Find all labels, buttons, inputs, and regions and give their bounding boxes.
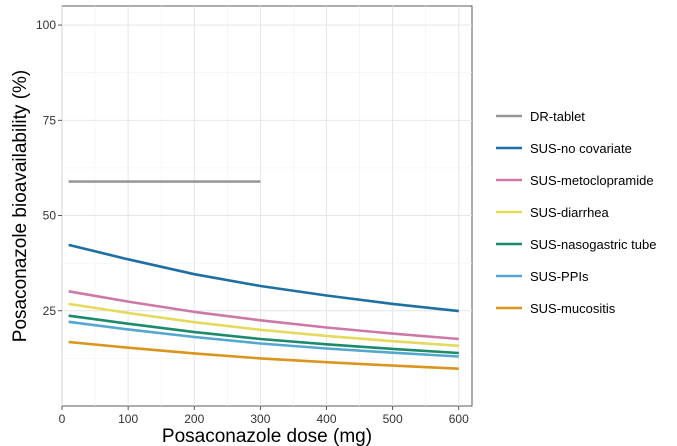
x-tick-label: 300 — [250, 412, 270, 426]
x-axis-title: Posaconazole dose (mg) — [162, 426, 372, 446]
series-line — [68, 314, 459, 355]
y-tick-label: 50 — [43, 209, 57, 223]
legend-label: SUS-metoclopramide — [530, 173, 654, 188]
y-axis-title: Posaconazole bioavailability (%) — [10, 70, 31, 342]
legend-label: SUS-mucositis — [530, 301, 616, 316]
x-tick-label: 600 — [449, 412, 469, 426]
legend-label: SUS-PPIs — [530, 269, 589, 284]
legend-label: DR-tablet — [530, 109, 585, 124]
y-axis: 25 50 75 100 — [36, 18, 62, 318]
series-line — [68, 340, 459, 370]
x-tick-label: 200 — [184, 412, 204, 426]
grid-major — [61, 6, 472, 406]
legend-label: SUS-no covariate — [530, 141, 632, 156]
series-line — [68, 243, 459, 313]
x-tick-label: 400 — [317, 412, 337, 426]
y-tick-label: 100 — [36, 18, 56, 32]
series-lines — [68, 180, 459, 370]
x-tick-label: 100 — [118, 412, 138, 426]
y-tick-label: 75 — [43, 113, 57, 127]
x-tick-label: 0 — [59, 412, 66, 426]
series-line — [68, 302, 459, 348]
x-axis: 0 100 200 300 400 500 600 — [59, 406, 469, 426]
plot-panel — [61, 5, 473, 407]
legend: DR-tablet SUS-no covariate SUS-metoclopram… — [496, 109, 656, 316]
legend-label: SUS-nasogastric tube — [530, 237, 656, 252]
legend-label: SUS-diarrhea — [530, 205, 610, 220]
series-line — [68, 290, 459, 341]
y-tick-label: 25 — [43, 304, 57, 318]
series-line — [68, 320, 459, 358]
x-tick-label: 500 — [383, 412, 403, 426]
